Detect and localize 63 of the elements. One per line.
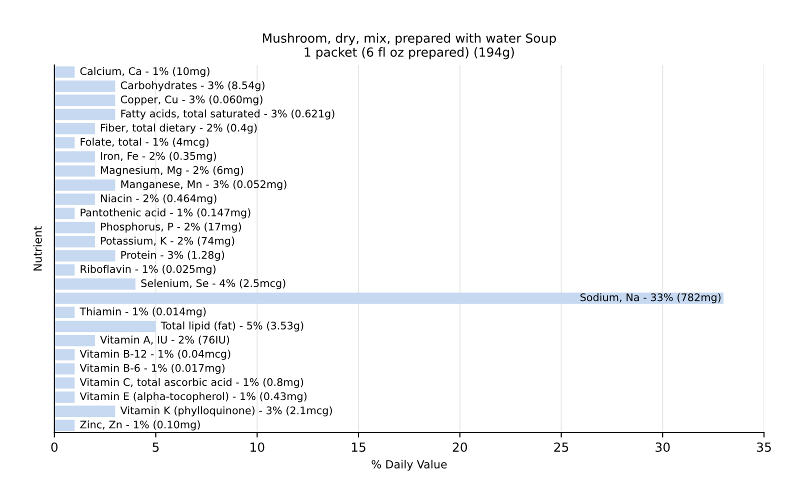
y-tick-label: Riboflavin - 1% (0.025mg) (80, 264, 216, 275)
bar (54, 66, 75, 78)
y-tick-label: Carbohydrates - 3% (8.54g) (120, 81, 264, 92)
x-axis-title: % Daily Value (372, 460, 447, 471)
bar (54, 80, 116, 92)
x-tick-label: 25 (554, 442, 568, 452)
y-tick-label: Manganese, Mn - 3% (0.052mg) (121, 180, 286, 190)
y-tick-label: Total lipid (fat) - 5% (3.53g) (160, 321, 304, 332)
chart-title: Mushroom, dry, mix, prepared with water Soup 1 packet (6 fl oz prepared) (194g) (262, 33, 556, 60)
x-tick-label: 30 (656, 442, 670, 452)
bar (54, 165, 95, 177)
bar (54, 406, 116, 417)
bar (54, 306, 75, 318)
y-axis-title: Nutrient (33, 226, 42, 270)
y-tick-label: Fiber, total dietary - 2% (0.4g) (101, 124, 257, 134)
bar (54, 420, 75, 432)
y-tick-label: Folate, total - 1% (4mcg) (80, 138, 209, 148)
bar (54, 320, 156, 332)
y-tick-label: Pantothenic acid - 1% (0.147mg) (80, 208, 250, 218)
y-tick-label: Potassium, K - 2% (74mg) (101, 236, 234, 247)
x-tick-label: 0 (51, 442, 58, 452)
bar (54, 392, 75, 403)
y-tick-label: Vitamin K (phylloquinone) - 3% (2.1mcg) (120, 406, 332, 416)
bar (54, 151, 95, 163)
y-tick-label: Vitamin B-6 - 1% (0.017mg) (80, 364, 225, 374)
bar (54, 363, 75, 375)
y-tick-label: Iron, Fe - 2% (0.35mg) (101, 152, 216, 162)
bar (54, 377, 75, 389)
x-tick-label: 35 (757, 442, 771, 452)
x-tick-label: 15 (352, 442, 366, 452)
y-tick-label: Vitamin B-12 - 1% (0.04mcg) (80, 350, 230, 360)
y-tick-label: Thiamin - 1% (0.014mg) (80, 307, 206, 318)
bar (54, 194, 95, 205)
bar (54, 208, 75, 220)
y-tick-label: Niacin - 2% (0.464mg) (101, 194, 216, 204)
bar (54, 94, 116, 106)
y-tick-label: Copper, Cu - 3% (0.060mg) (120, 95, 262, 106)
bar (54, 179, 116, 191)
x-tick-label: 20 (452, 442, 468, 452)
y-tick-label: Phosphorus, P - 2% (17mg) (101, 222, 241, 233)
y-tick-label: Protein - 3% (1.28g) (121, 250, 224, 261)
y-tick-label: Vitamin C, total ascorbic acid - 1% (0.8mg) (80, 378, 304, 388)
bar (54, 334, 95, 346)
bar (54, 137, 75, 148)
y-tick-label: Calcium, Ca - 1% (10mg) (80, 67, 210, 78)
bar (54, 250, 116, 262)
y-tick-label: Vitamin A, IU - 2% (76IU) (100, 336, 230, 345)
bar (54, 264, 75, 276)
bar (54, 349, 75, 360)
bar (54, 222, 95, 234)
bar (54, 236, 95, 248)
bar (54, 292, 724, 304)
bar (54, 278, 136, 290)
y-tick-label: Selenium, Se - 4% (2.5mcg) (141, 279, 286, 290)
x-tick-label: 10 (250, 442, 264, 452)
y-tick-label: Sodium, Na - 33% (782mg) (580, 293, 721, 304)
y-tick-label: Magnesium, Mg - 2% (6mg) (101, 166, 244, 176)
y-tick-label: Fatty acids, total saturated - 3% (0.621g) (121, 109, 334, 120)
bar (54, 108, 116, 120)
y-tick-label: Zinc, Zn - 1% (0.10mg) (80, 420, 200, 430)
x-tick-label: 5 (152, 442, 159, 452)
bar (54, 122, 95, 134)
y-tick-label: Vitamin E (alpha-tocopherol) - 1% (0.43mg) (80, 392, 307, 402)
